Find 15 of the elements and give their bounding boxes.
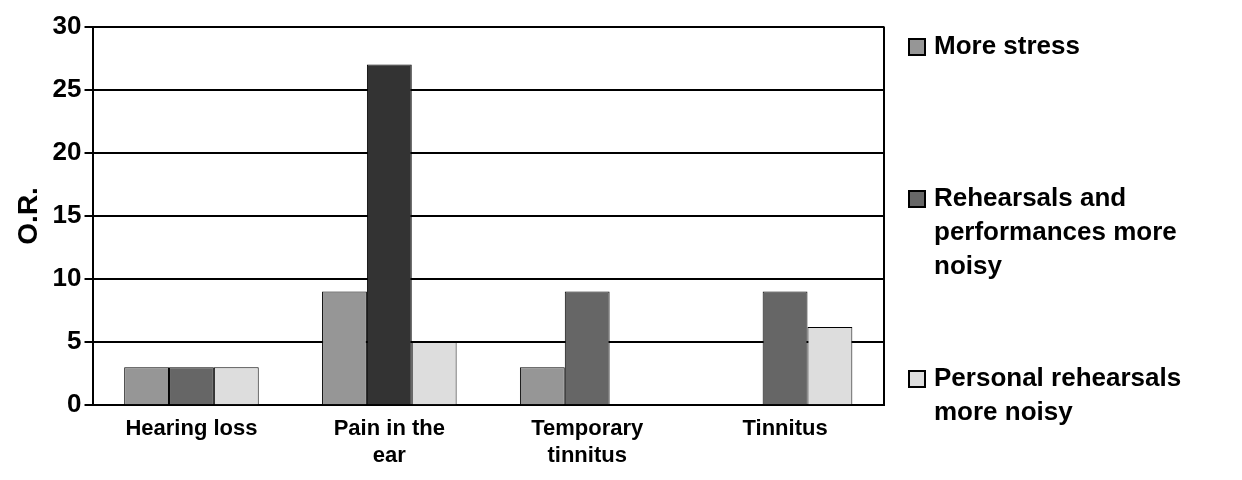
y-axis-title: O.R. <box>11 187 43 245</box>
x-tick-label: Tinnitus <box>742 415 828 441</box>
y-tick-label: 25 <box>52 72 82 103</box>
x-tick-label: Temporary tinnitus <box>531 415 644 467</box>
y-tick-label: 0 <box>67 388 82 419</box>
y-tick-label: 5 <box>67 325 82 356</box>
y-tick-label: 15 <box>52 199 82 230</box>
legend-label: Personal rehearsals more noisy <box>934 361 1183 428</box>
legend-label: Rehearsals and performances more noisy <box>934 181 1178 282</box>
x-tick-label: Hearing loss <box>125 415 258 441</box>
y-tick-label: 10 <box>52 262 82 293</box>
y-tick-label: 20 <box>52 135 82 166</box>
y-tick-label: 30 <box>52 9 82 40</box>
x-tick-label: Pain in the ear <box>333 415 445 467</box>
legend-label: More stress <box>934 29 1080 62</box>
